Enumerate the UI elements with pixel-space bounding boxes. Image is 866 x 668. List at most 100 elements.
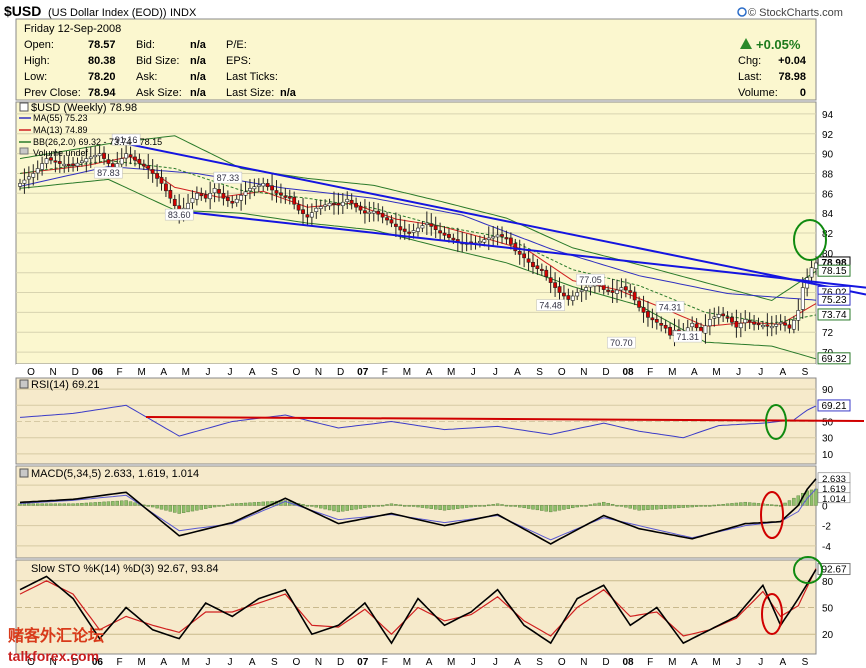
candle-body <box>367 211 372 214</box>
candle-body <box>539 268 544 272</box>
month-label: A <box>249 657 256 668</box>
sto-grid <box>16 580 816 635</box>
candle-body <box>531 261 535 268</box>
macd-histogram-bar <box>265 501 270 506</box>
candle-body <box>137 158 142 164</box>
candle-body <box>646 311 650 318</box>
candle-body <box>146 165 151 169</box>
macd-histogram-bar <box>460 505 464 509</box>
rsi-line <box>19 404 817 439</box>
candle-body <box>442 232 447 236</box>
macd-histogram-bar <box>721 503 725 506</box>
macd-histogram-bar <box>75 503 80 506</box>
sto-title: Slow STO %K(14) %D(3) 92.67, 93.84 <box>31 563 219 575</box>
macd-histogram-bar <box>66 503 71 506</box>
macd-histogram-bar <box>628 505 632 509</box>
quote-value-bidsize: n/a <box>190 55 207 67</box>
candle-body <box>106 159 111 164</box>
candle-body <box>411 230 416 233</box>
macd-histogram-bar <box>394 504 398 506</box>
candle-body <box>756 322 761 326</box>
candle-body <box>345 198 350 203</box>
candle-body <box>279 192 283 196</box>
price-grid <box>16 113 816 353</box>
candle-body <box>765 324 770 327</box>
candle-body <box>601 284 606 290</box>
macd-histogram-bar <box>181 505 186 513</box>
macd-histogram-bar <box>469 505 473 508</box>
macd-histogram-bar <box>403 505 407 507</box>
candle-body <box>641 307 646 313</box>
macd-histogram-bar <box>677 505 681 509</box>
price-end-label-box <box>817 308 851 321</box>
quote-label-pe: P/E: <box>226 39 247 51</box>
quote-value-open: 78.57 <box>88 39 116 51</box>
macd-histogram-bar <box>71 503 75 506</box>
month-label: S <box>536 657 543 668</box>
macd-last-label-box <box>817 492 851 504</box>
candle-body <box>168 190 173 199</box>
month-label: F <box>647 657 653 668</box>
price-annotation-label: 91.16 <box>115 135 138 145</box>
candle-body <box>447 234 451 238</box>
macd-histogram-bar <box>97 501 102 506</box>
candle-body <box>544 269 549 277</box>
macd-histogram-bar <box>111 501 115 506</box>
candle-body <box>332 202 336 206</box>
month-label: M <box>447 657 455 668</box>
macd-histogram-bar <box>438 505 442 510</box>
month-label: J <box>205 657 210 668</box>
candle-body <box>787 324 792 329</box>
quote-label-open: Open: <box>24 39 54 51</box>
candle-body <box>584 287 588 291</box>
candle-body <box>57 161 62 164</box>
macd-histogram-bar <box>31 503 35 506</box>
macd-histogram <box>18 488 818 514</box>
candle-body <box>363 210 367 214</box>
candle-body <box>376 210 381 215</box>
candle-body <box>654 319 659 323</box>
macd-histogram-bar <box>89 502 93 506</box>
macd-histogram-bar <box>411 505 416 507</box>
month-label: N <box>50 367 57 378</box>
month-label: O <box>558 367 566 378</box>
quote-label-low: Low: <box>24 71 47 83</box>
price-annotation-label: 87.83 <box>97 168 120 178</box>
price-end-label-box <box>817 264 851 277</box>
price-annotation-box <box>164 208 194 221</box>
month-label: 06 <box>92 657 104 668</box>
macd-histogram-bar <box>464 505 469 508</box>
price-annotation-box <box>655 301 685 313</box>
price-y-tick-label: 86 <box>822 189 834 200</box>
macd-histogram-bar <box>478 505 482 507</box>
macd-histogram-bar <box>314 505 318 508</box>
macd-histogram-bar <box>500 504 504 506</box>
macd-histogram-bar <box>252 502 257 506</box>
macd-histogram-bar <box>672 505 677 509</box>
macd-histogram-bar <box>544 505 548 512</box>
macd-histogram-bar <box>610 503 615 506</box>
bb-upper-line <box>19 135 817 302</box>
candle-body <box>53 160 58 163</box>
candle-body <box>102 152 106 159</box>
legend-swatch-rsi <box>19 379 29 389</box>
month-label: S <box>271 657 278 668</box>
macd-histogram-bar <box>239 503 243 506</box>
candle-body <box>606 289 611 292</box>
macd-histogram-bar <box>770 504 774 506</box>
macd-histogram-bar <box>694 505 699 507</box>
macd-histogram-bar <box>380 504 385 507</box>
candle-body <box>619 287 624 291</box>
macd-histogram-bar <box>708 505 712 507</box>
price-end-label: 78.15 <box>821 266 846 277</box>
macd-histogram-bar <box>367 505 372 508</box>
macd-histogram-bar <box>703 505 708 507</box>
macd-histogram-bar <box>133 502 137 506</box>
macd-histogram-bar <box>177 505 181 514</box>
macd-histogram-bar <box>84 502 89 506</box>
candle-body <box>416 227 420 232</box>
price-y-tick-label: 72 <box>822 328 834 339</box>
macd-histogram-bar <box>164 505 168 511</box>
macd-histogram-bar <box>243 502 248 506</box>
